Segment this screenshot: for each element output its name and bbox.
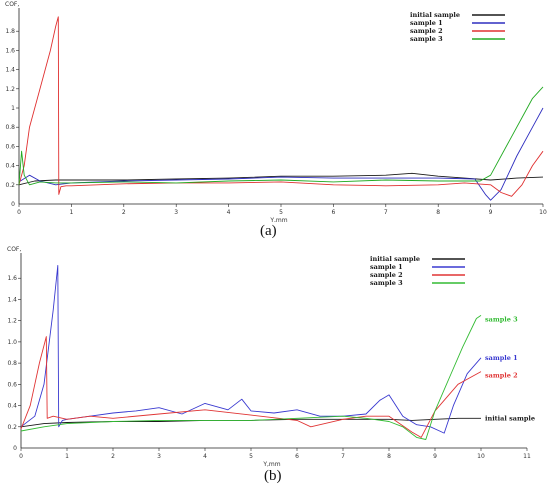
end-label: sample 2 [485,372,518,380]
x-tick-label: 5 [279,209,283,216]
legend-label: sample 3 [410,35,443,43]
chart-a-svg: 0 1 2 3 4 5 6 7 8 9 10 0.2 0.4 0.6 0.8 1 1.2 1.4 1.6 1.8 0 CO… [5,1,547,222]
x-tick-label: 7 [341,453,345,460]
x-tick-label: 4 [203,453,207,460]
x-tick-label: 8 [387,453,391,460]
series-line-sample-1 [20,265,482,434]
x-tick-label: 3 [174,209,178,216]
legend-label: initial sample [370,255,420,263]
y-tick-label: 1.8 [5,28,15,35]
y-tick-label: 1.2 [7,318,17,325]
y-tick-label: 1.6 [7,275,17,282]
x-axis-label: Y,mm [269,217,287,222]
x-tick-label: 3 [157,453,161,460]
legend-label: initial sample [410,11,460,19]
y-tick-label: 0.4 [5,163,15,170]
y-tick-label: 0.8 [7,360,17,367]
panel-label-b: (b) [264,468,282,484]
x-tick-label: 10 [539,209,547,216]
x-tick-label: 11 [523,453,531,460]
y-axis-label: COF, [5,1,19,8]
x-tick-label: 9 [433,453,437,460]
chart-b-svg: 0 1 2 3 4 5 6 7 8 9 10 11 0.2 0.4 0.6 0.8 1.0 1.2 1.4 1.6 0 C… [7,246,535,467]
panel-label-a: (a) [260,223,277,239]
y-tick-label: 0.4 [7,403,17,410]
x-tick-label: 1 [65,453,69,460]
y-tick-label: 1 [11,105,15,112]
x-tick-label: 9 [489,209,493,216]
y-tick-label: 0.2 [5,182,15,189]
legend-label: sample 1 [410,19,443,27]
x-tick-label: 5 [249,453,253,460]
x-tick-label: 1 [69,209,73,216]
y-tick-label: 1.6 [5,47,15,54]
legend-label: sample 2 [370,271,403,279]
y-tick-label: 0 [13,445,17,452]
legend-label: sample 1 [370,263,403,271]
legend-label: sample 2 [410,27,443,35]
x-tick-label: 0 [19,453,23,460]
x-tick-label: 8 [436,209,440,216]
y-tick-label: 0.8 [5,124,15,131]
end-label: initial sample [485,414,535,422]
legend-label: sample 3 [370,279,403,287]
chart-panel-a: 0 1 2 3 4 5 6 7 8 9 10 0.2 0.4 0.6 0.8 1 1.2 1.4 1.6 1.8 0 CO… [5,1,547,239]
chart-panel-b: 0 1 2 3 4 5 6 7 8 9 10 11 0.2 0.4 0.6 0.8 1.0 1.2 1.4 1.6 0 C… [0,245,550,489]
y-tick-label: 1.2 [5,86,15,93]
series-line-sample-3 [18,86,544,186]
x-tick-label: 2 [111,453,115,460]
end-label: sample 3 [485,315,518,323]
series-line-initial-sample [20,417,481,428]
end-label: sample 1 [485,354,518,362]
x-axis-label: Y,mm [262,461,280,467]
x-tick-label: 4 [227,209,231,216]
y-tick-label: 1.4 [5,67,15,74]
x-tick-label: 6 [331,209,335,216]
series-line-sample-2 [20,336,482,438]
x-tick-label: 2 [122,209,126,216]
series-line-sample-3 [20,315,482,440]
y-tick-label: 0.6 [7,381,17,388]
x-tick-label: 7 [384,209,388,216]
y-tick-label: 0.6 [5,143,15,150]
y-tick-label: 1.0 [7,339,17,346]
x-tick-label: 6 [295,453,299,460]
series-line-initial-sample [18,172,544,186]
y-tick-label: 0 [11,201,15,208]
y-axis-label: COF, [7,246,21,253]
y-tick-label: 0.2 [7,424,17,431]
series-line-sample-2 [18,16,544,197]
y-tick-label: 1.4 [7,296,17,303]
series-line-sample-1 [18,107,544,201]
x-tick-label: 0 [17,209,21,216]
x-tick-label: 10 [477,453,485,460]
